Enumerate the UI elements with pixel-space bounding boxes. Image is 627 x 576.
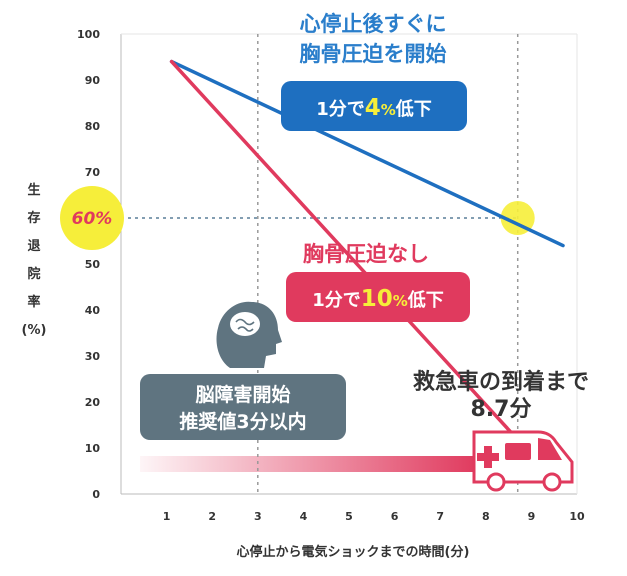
y-label-char: (%)	[22, 323, 47, 338]
x-tick-4: 4	[300, 510, 308, 523]
ambulance-label-line2: 8.7分	[471, 397, 532, 422]
y-tick-70: 70	[85, 166, 101, 179]
y-label-char: 退	[27, 239, 40, 254]
y-tick-100: 100	[77, 28, 100, 41]
y-tick-30: 30	[85, 350, 101, 363]
x-tick-1: 1	[163, 510, 171, 523]
red-badge	[286, 272, 470, 322]
y-label-char: 院	[27, 266, 40, 282]
x-tick-6: 6	[391, 510, 399, 523]
ambulance-icon	[472, 430, 574, 492]
x-tick-labels: 1 2 3 4 5 6 7 8 9 10	[163, 510, 585, 523]
blue-callout-title-line1: 心停止後すぐに	[300, 12, 447, 36]
y-tick-labels: 0102030405060708090100	[77, 28, 100, 501]
x-tick-8: 8	[482, 510, 490, 523]
brain-box-line1: 脳障害開始	[194, 383, 290, 406]
x-tick-2: 2	[208, 510, 216, 523]
marker-60-percent	[60, 186, 124, 250]
y-tick-20: 20	[85, 396, 101, 409]
x-tick-5: 5	[345, 510, 353, 523]
x-tick-9: 9	[528, 510, 536, 523]
y-tick-40: 40	[85, 304, 101, 317]
brain-box-line2: 推奨値3分以内	[179, 410, 306, 433]
y-label-char: 率	[27, 294, 40, 310]
red-badge-text: 1分で10%低下	[312, 286, 444, 312]
x-tick-7: 7	[436, 510, 444, 523]
x-tick-3: 3	[254, 510, 262, 523]
y-tick-80: 80	[85, 120, 101, 133]
y-label-char: 生	[27, 182, 40, 198]
red-callout-title: 胸骨圧迫なし	[303, 242, 429, 266]
brain-head-icon	[216, 301, 282, 368]
marker-60-label: 60%	[72, 209, 113, 229]
y-tick-50: 50	[85, 258, 101, 271]
x-tick-10: 10	[569, 510, 585, 523]
series-line-blue	[169, 59, 565, 248]
brain-damage-box	[140, 374, 346, 440]
y-tick-10: 10	[85, 442, 101, 455]
x-axis-label: 心停止から電気ショックまでの時間(分)	[237, 544, 470, 560]
ambulance-label-line1: 救急車の到着まで	[413, 369, 589, 395]
blue-badge-text: 1分で4%低下	[316, 95, 432, 121]
series-line-red	[169, 59, 515, 436]
time-gradient-band	[140, 456, 478, 472]
blue-callout-title-line2: 胸骨圧迫を開始	[300, 42, 447, 66]
blue-badge	[281, 81, 467, 131]
y-tick-90: 90	[85, 74, 101, 87]
y-label-char: 存	[27, 210, 40, 226]
y-tick-0: 0	[92, 488, 100, 501]
